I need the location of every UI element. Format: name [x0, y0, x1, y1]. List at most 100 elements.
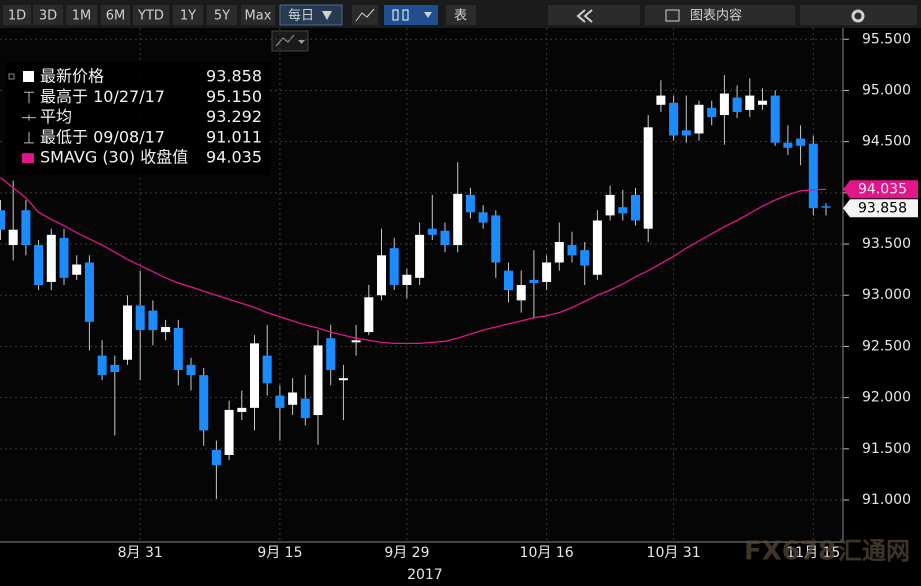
collapse-icon [576, 9, 593, 23]
candle-body [504, 270, 513, 291]
candle-body [224, 409, 234, 455]
candle-body [656, 95, 666, 105]
watermark-brand: FX678 [744, 537, 836, 567]
y-tick-label: 91.500 [862, 441, 911, 457]
dropdown-arrow [322, 11, 332, 20]
last-price-tag-label: 93.858 [858, 200, 907, 216]
legend-value: 93.858 [206, 67, 262, 86]
chart-style-button[interactable] [271, 30, 309, 52]
range-label: YTD [137, 9, 164, 24]
candle-body [288, 392, 298, 405]
candle-body [745, 95, 755, 110]
x-tick-label: 10月 16 [520, 545, 574, 561]
x-tick-label: 9月 29 [384, 545, 429, 561]
candle-body [84, 262, 94, 322]
range-button[interactable] [173, 5, 203, 25]
candle-body [732, 97, 742, 112]
candle-body [681, 130, 691, 136]
y-tick-label: 92.000 [862, 390, 911, 406]
candle-body [605, 194, 615, 216]
watermark-site: 汇通网 [838, 537, 910, 565]
legend-marker [23, 71, 34, 82]
line-icon [355, 8, 375, 22]
table-label: 表 [454, 9, 467, 24]
x-year-label: 2017 [407, 567, 443, 583]
sma-tag [843, 180, 918, 199]
legend: 最新价格 93.858 最高于 10/27/17 95.150 平均 93.292 最低于 … [5, 62, 270, 175]
legend-marker [22, 153, 34, 164]
range-button[interactable] [33, 5, 63, 25]
range-button[interactable] [3, 5, 31, 25]
content-button[interactable] [645, 5, 795, 25]
candle-body [72, 264, 82, 275]
y-tick-label: 94.500 [862, 134, 911, 150]
candle-body [516, 285, 526, 301]
y-tick-label: 95.500 [862, 31, 911, 47]
range-label: 1D [8, 9, 26, 24]
candle-body [123, 305, 132, 360]
table-button[interactable] [446, 5, 476, 25]
candle-body [643, 127, 653, 229]
candle-body [567, 245, 577, 256]
candle-body [8, 229, 18, 246]
candle-body [262, 355, 272, 384]
sma-line [0, 176, 827, 345]
range-label: 3D [39, 9, 57, 24]
candle-body [415, 234, 425, 278]
x-tick-label: 11月 15 [786, 545, 840, 561]
legend-value: 91.011 [206, 127, 262, 146]
range-label: 6M [106, 9, 126, 24]
legend-label: 最新价格 [40, 67, 104, 86]
x-tick-label: 10月 31 [647, 545, 701, 561]
range-button[interactable] [66, 5, 97, 25]
candle-body [0, 210, 5, 230]
candle-body [542, 262, 552, 282]
candle-body [491, 215, 501, 263]
range-button[interactable] [101, 5, 130, 25]
candle-body [783, 142, 793, 148]
legend-value: 94.035 [206, 148, 262, 167]
legend-label: 平均 [40, 107, 72, 126]
candle-body [364, 297, 374, 333]
last-price-tag [843, 199, 918, 218]
candle-body [211, 449, 221, 466]
range-button[interactable] [133, 5, 169, 25]
candle-body [669, 102, 679, 136]
candle-body [97, 355, 107, 376]
candle-body [46, 234, 56, 282]
frequency-label: 每日 [288, 8, 314, 24]
candle-body [631, 194, 640, 221]
range-label: 1Y [180, 9, 196, 24]
candle-body [161, 326, 171, 333]
candle-body [694, 104, 704, 134]
frequency-button[interactable] [279, 4, 343, 26]
legend-marker [22, 114, 36, 121]
candle-body [427, 228, 437, 235]
candle-body [529, 279, 539, 283]
candle-body [821, 206, 831, 208]
sma-tag-label: 94.035 [858, 181, 907, 197]
settings-button[interactable] [800, 5, 917, 25]
range-label: Max [245, 9, 272, 24]
candle-body [592, 220, 602, 275]
candle-icon [392, 9, 399, 21]
candle-body [377, 255, 386, 296]
chart-style-icon [275, 34, 295, 47]
y-tick-label: 95.000 [862, 82, 911, 98]
range-label: 1M [72, 9, 92, 24]
legend-label: SMAVG (30) 收盘值 [40, 148, 188, 167]
range-button[interactable] [207, 5, 237, 25]
dropdown-arrow [424, 12, 432, 18]
candle-body [402, 274, 412, 285]
candle-body [707, 107, 717, 118]
candle-body [465, 194, 475, 213]
range-button[interactable] [241, 5, 275, 25]
candle-body [440, 230, 450, 246]
candle-body [148, 310, 158, 331]
y-tick-label: 92.500 [862, 338, 911, 354]
range-label: 5Y [214, 9, 230, 24]
legend-marker [24, 91, 34, 104]
collapse-button[interactable] [548, 5, 640, 25]
legend-label: 最低于 09/08/17 [40, 127, 165, 146]
